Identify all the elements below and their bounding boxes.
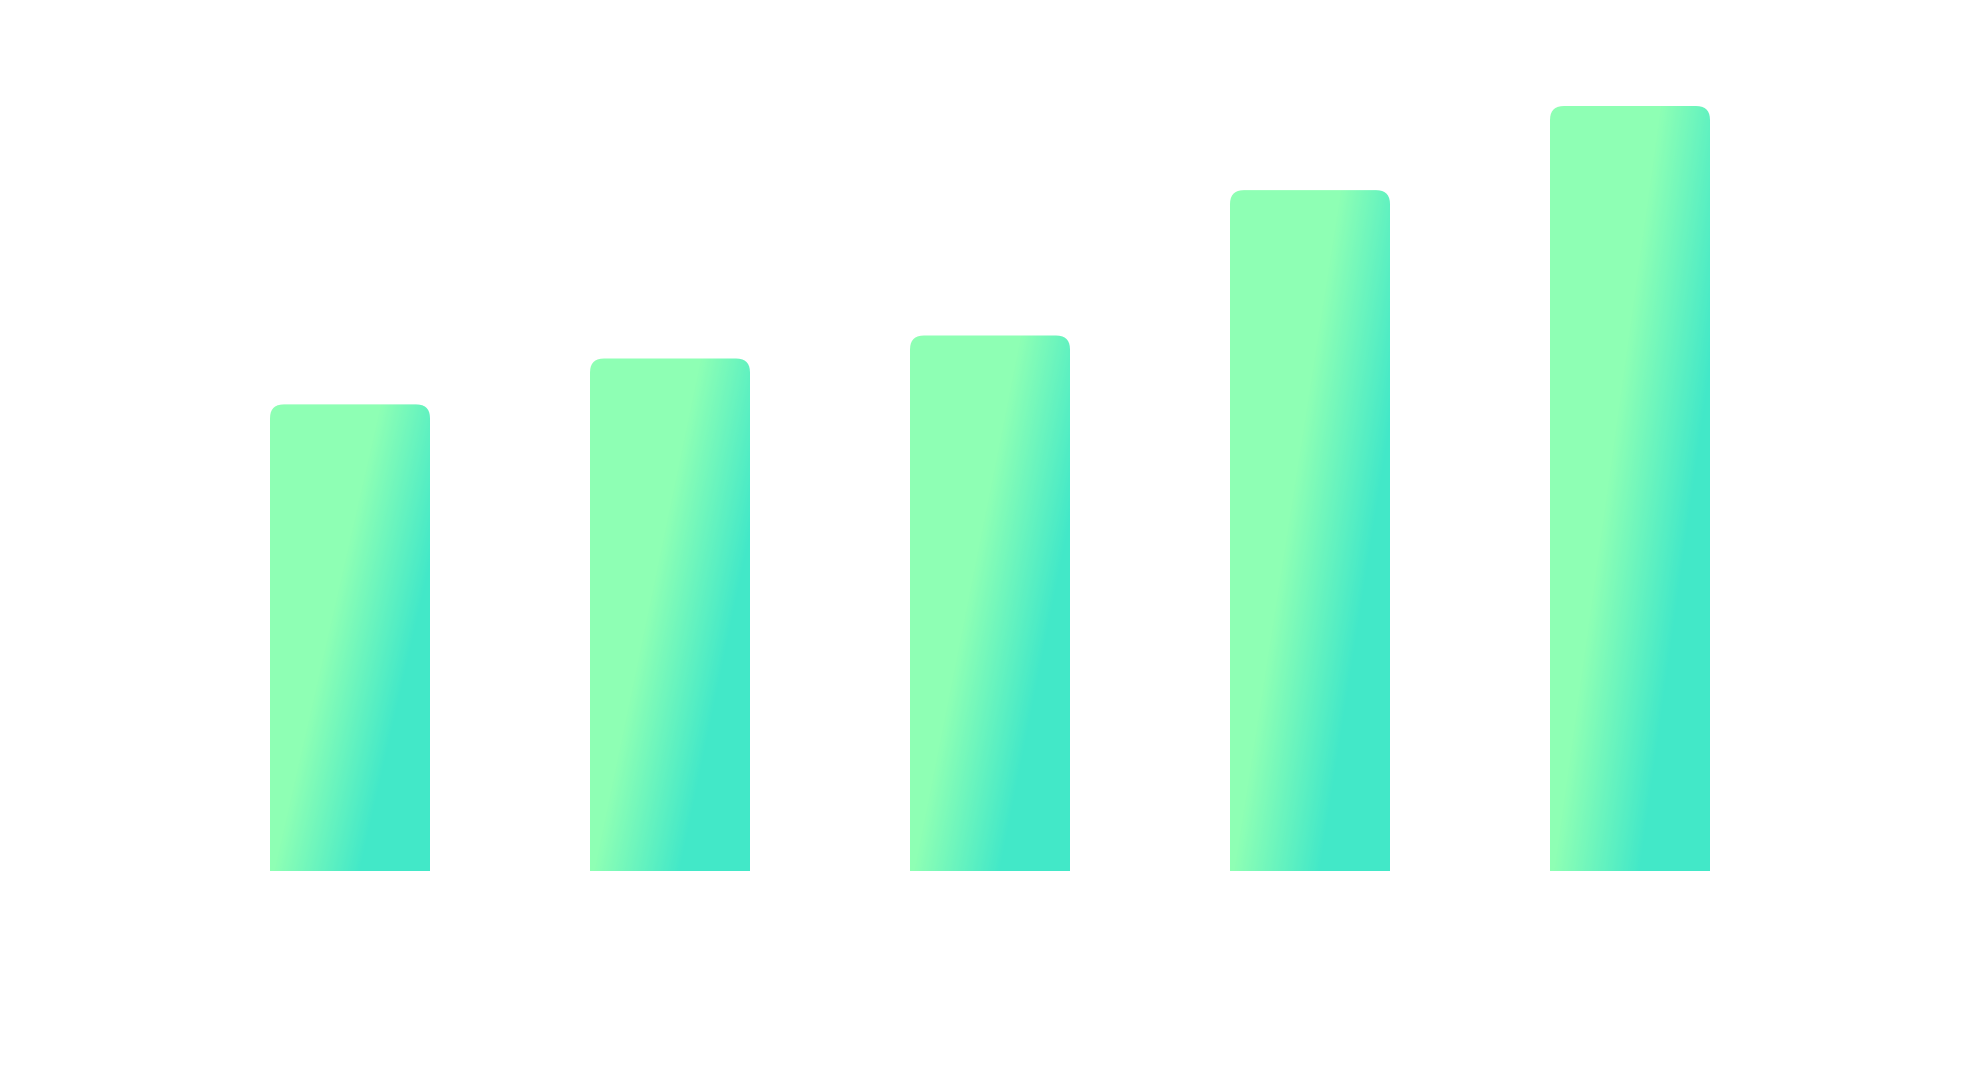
bar: [590, 358, 750, 871]
bar: [910, 335, 1070, 871]
bar: [1550, 106, 1710, 871]
bar: [270, 404, 430, 871]
bar: [1230, 190, 1390, 871]
